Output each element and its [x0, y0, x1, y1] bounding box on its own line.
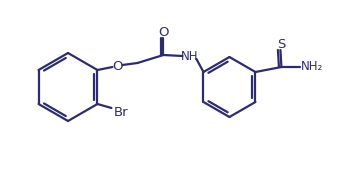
Text: S: S — [277, 37, 286, 50]
Text: Br: Br — [114, 105, 129, 118]
Text: NH₂: NH₂ — [301, 60, 323, 74]
Text: O: O — [112, 60, 123, 73]
Text: NH: NH — [181, 50, 198, 64]
Text: O: O — [158, 26, 169, 39]
